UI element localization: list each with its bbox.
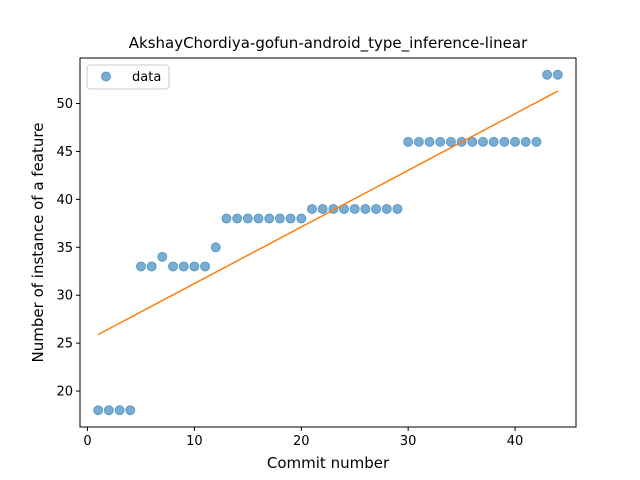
data-point (210, 242, 221, 253)
data-point (445, 136, 456, 147)
data-point (510, 136, 521, 147)
data-point (435, 136, 446, 147)
data-point (253, 213, 264, 224)
data-point (531, 136, 542, 147)
data-point (552, 69, 563, 80)
data-point (264, 213, 275, 224)
data-point (125, 405, 136, 416)
y-tick-label: 50 (56, 97, 73, 112)
legend-marker (101, 71, 111, 82)
plot-area (93, 69, 563, 416)
chart-title: AkshayChordiya-gofun-android_type_infere… (129, 34, 528, 53)
fit-line (97, 90, 559, 336)
data-point (296, 213, 307, 224)
legend-entry-label: data (132, 70, 161, 85)
x-tick-label: 10 (186, 434, 203, 449)
x-axis-label: Commit number (267, 454, 390, 472)
data-point (371, 203, 382, 214)
data-point (424, 136, 435, 147)
y-tick-label: 30 (56, 289, 73, 304)
data-point (178, 261, 189, 272)
data-point (317, 203, 328, 214)
data-point (520, 136, 531, 147)
data-point (146, 261, 157, 272)
data-point (221, 213, 232, 224)
data-point (200, 261, 211, 272)
y-tick-label: 25 (56, 337, 73, 352)
data-point (381, 203, 392, 214)
x-tick-label: 0 (83, 434, 91, 449)
data-point (103, 405, 114, 416)
data-point (114, 405, 125, 416)
data-point (285, 213, 296, 224)
x-tick-label: 20 (293, 434, 310, 449)
data-point (392, 203, 403, 214)
data-point (478, 136, 488, 147)
data-point (499, 136, 510, 147)
data-point (413, 136, 424, 147)
x-axis: 0 10 20 30 40 (83, 427, 523, 449)
data-point (274, 213, 285, 224)
data-point (542, 69, 553, 80)
y-axis: 20 25 30 35 40 45 50 (56, 97, 80, 400)
data-point (360, 203, 371, 214)
x-tick-label: 40 (507, 434, 524, 449)
plot-frame (79, 57, 577, 428)
y-tick-label: 20 (56, 385, 73, 400)
data-point (189, 261, 200, 272)
legend: data (86, 64, 170, 90)
data-point (403, 136, 414, 147)
y-tick-label: 35 (56, 241, 73, 256)
data-point (306, 203, 317, 214)
data-point (242, 213, 253, 224)
y-tick-label: 45 (56, 145, 73, 160)
data-point (168, 261, 178, 272)
data-point (93, 405, 104, 416)
data-point (349, 203, 360, 214)
x-tick-label: 30 (400, 434, 417, 449)
data-point (135, 261, 146, 272)
data-point (157, 251, 168, 262)
y-tick-label: 40 (56, 193, 73, 208)
data-point (488, 136, 499, 147)
data-point (232, 213, 243, 224)
y-axis-label: Number of instance of a feature (29, 123, 47, 363)
data-point (467, 136, 478, 147)
legend-box (86, 64, 170, 90)
